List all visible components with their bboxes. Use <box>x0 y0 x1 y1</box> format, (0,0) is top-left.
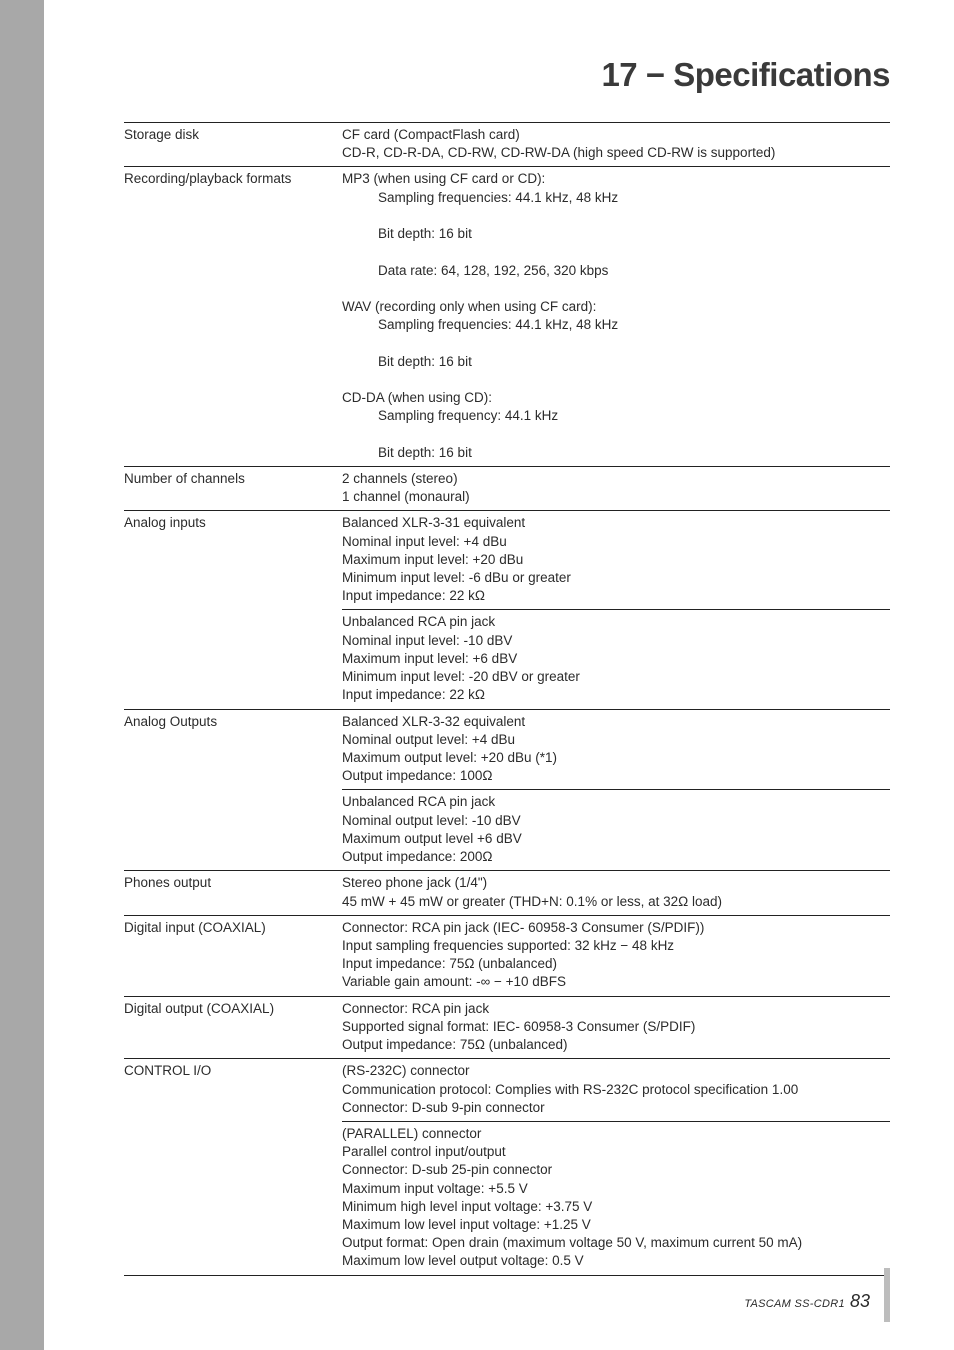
spec-value: Stereo phone jack (1/4")45 mW + 45 mW or… <box>342 871 890 915</box>
spec-value: Connector: RCA pin jackSupported signal … <box>342 996 890 1059</box>
indented-line: Sampling frequencies: 44.1 kHz, 48 kHz <box>342 189 890 207</box>
spec-value: Balanced XLR-3-32 equivalentNominal outp… <box>342 709 890 790</box>
page: 17 − Specifications Storage diskCF card … <box>44 0 954 1350</box>
spec-label: Analog inputs <box>124 511 342 610</box>
table-row: Phones outputStereo phone jack (1/4")45 … <box>124 871 890 915</box>
spec-table: Storage diskCF card (CompactFlash card)C… <box>124 122 890 1276</box>
table-row: Number of channels2 channels (stereo)1 c… <box>124 466 890 510</box>
spec-value: Unbalanced RCA pin jackNominal output le… <box>342 790 890 871</box>
indented-line: Sampling frequencies: 44.1 kHz, 48 kHz <box>342 316 890 334</box>
spec-value: 2 channels (stereo)1 channel (monaural) <box>342 466 890 510</box>
table-row: Storage diskCF card (CompactFlash card)C… <box>124 123 890 167</box>
spec-label: CONTROL I/O <box>124 1059 342 1122</box>
table-row: (PARALLEL) connectorParallel control inp… <box>124 1121 890 1275</box>
table-row: CONTROL I/O(RS-232C) connectorCommunicat… <box>124 1059 890 1122</box>
right-margin-bar <box>884 1268 890 1322</box>
indented-line: Sampling frequency: 44.1 kHz <box>342 407 890 425</box>
page-title: 17 − Specifications <box>124 56 890 94</box>
spec-label: Analog Outputs <box>124 709 342 790</box>
indented-line: Data rate: 64, 128, 192, 256, 320 kbps <box>342 262 890 280</box>
spec-label: Digital output (COAXIAL) <box>124 996 342 1059</box>
spec-label: Recording/playback formats <box>124 167 342 467</box>
spec-label: Storage disk <box>124 123 342 167</box>
table-row: Analog inputsBalanced XLR-3-31 equivalen… <box>124 511 890 610</box>
spec-value: MP3 (when using CF card or CD):Sampling … <box>342 167 890 467</box>
table-row: Unbalanced RCA pin jackNominal output le… <box>124 790 890 871</box>
indented-line: Bit depth: 16 bit <box>342 444 890 462</box>
spec-label: Phones output <box>124 871 342 915</box>
table-row: Recording/playback formatsMP3 (when usin… <box>124 167 890 467</box>
spec-label: Digital input (COAXIAL) <box>124 915 342 996</box>
table-row: Unbalanced RCA pin jackNominal input lev… <box>124 610 890 709</box>
table-row: Analog OutputsBalanced XLR-3-32 equivale… <box>124 709 890 790</box>
spec-value: (RS-232C) connectorCommunication protoco… <box>342 1059 890 1122</box>
spec-value: Unbalanced RCA pin jackNominal input lev… <box>342 610 890 709</box>
spec-value: CF card (CompactFlash card)CD-R, CD-R-DA… <box>342 123 890 167</box>
table-row: Digital input (COAXIAL)Connector: RCA pi… <box>124 915 890 996</box>
spec-label <box>124 790 342 871</box>
table-row: Digital output (COAXIAL)Connector: RCA p… <box>124 996 890 1059</box>
spec-label <box>124 610 342 709</box>
footer: TASCAM SS-CDR1 83 <box>744 1291 870 1312</box>
indented-line: Bit depth: 16 bit <box>342 225 890 243</box>
spec-value: Balanced XLR-3-31 equivalentNominal inpu… <box>342 511 890 610</box>
footer-brand: TASCAM SS-CDR1 <box>744 1298 845 1310</box>
spec-label: Number of channels <box>124 466 342 510</box>
spec-label <box>124 1121 342 1275</box>
footer-page-number: 83 <box>850 1291 870 1311</box>
spec-value: (PARALLEL) connectorParallel control inp… <box>342 1121 890 1275</box>
title-wrap: 17 − Specifications <box>124 56 890 94</box>
spec-value: Connector: RCA pin jack (IEC- 60958-3 Co… <box>342 915 890 996</box>
indented-line: Bit depth: 16 bit <box>342 353 890 371</box>
